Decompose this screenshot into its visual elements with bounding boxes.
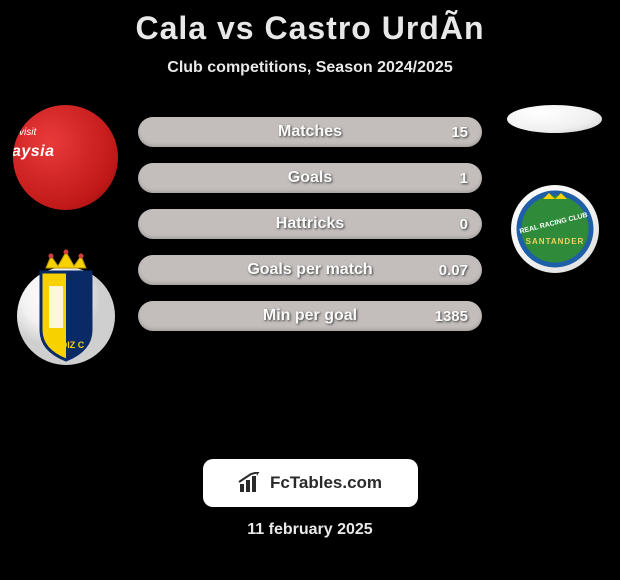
svg-text:SANTANDER: SANTANDER [525, 237, 584, 246]
stat-right-value: 1385 [435, 308, 468, 325]
stat-label: Min per goal [263, 307, 357, 325]
stat-row: Matches 15 [138, 117, 482, 147]
svg-text:CADIZ C: CADIZ C [47, 340, 84, 350]
infographic-root: Cala vs Castro UrdÃn Club competitions, … [0, 0, 620, 539]
page-title: Cala vs Castro UrdÃn [0, 0, 620, 47]
main-area: CADIZ C REAL RACING CLUB SANTANDER Match… [0, 105, 620, 415]
stat-label: Goals [288, 169, 332, 187]
date-line: 11 february 2025 [0, 521, 620, 539]
stat-row: Goals 1 [138, 163, 482, 193]
brand-box: FcTables.com [203, 459, 418, 507]
stat-right-value: 0 [460, 216, 468, 233]
stat-label: Goals per match [247, 261, 372, 279]
brand-text: FcTables.com [270, 473, 382, 493]
stat-row: Goals per match 0.07 [138, 255, 482, 285]
club1-badge: CADIZ C [16, 238, 116, 368]
player1-avatar [13, 105, 118, 210]
left-column: CADIZ C [8, 105, 123, 368]
player2-avatar [507, 105, 602, 133]
stat-right-value: 15 [451, 124, 468, 141]
stat-label: Hattricks [276, 215, 344, 233]
stat-row: Hattricks 0 [138, 209, 482, 239]
stat-row: Min per goal 1385 [138, 301, 482, 331]
page-subtitle: Club competitions, Season 2024/2025 [0, 59, 620, 77]
stat-right-value: 0.07 [439, 262, 468, 279]
club2-badge: REAL RACING CLUB SANTANDER [511, 185, 599, 273]
right-column: REAL RACING CLUB SANTANDER [497, 105, 612, 273]
stats-list: Matches 15 Goals 1 Hattricks 0 Goals per match… [138, 117, 482, 347]
stat-label: Matches [278, 123, 342, 141]
stat-right-value: 1 [460, 170, 468, 187]
chart-icon [238, 472, 264, 494]
